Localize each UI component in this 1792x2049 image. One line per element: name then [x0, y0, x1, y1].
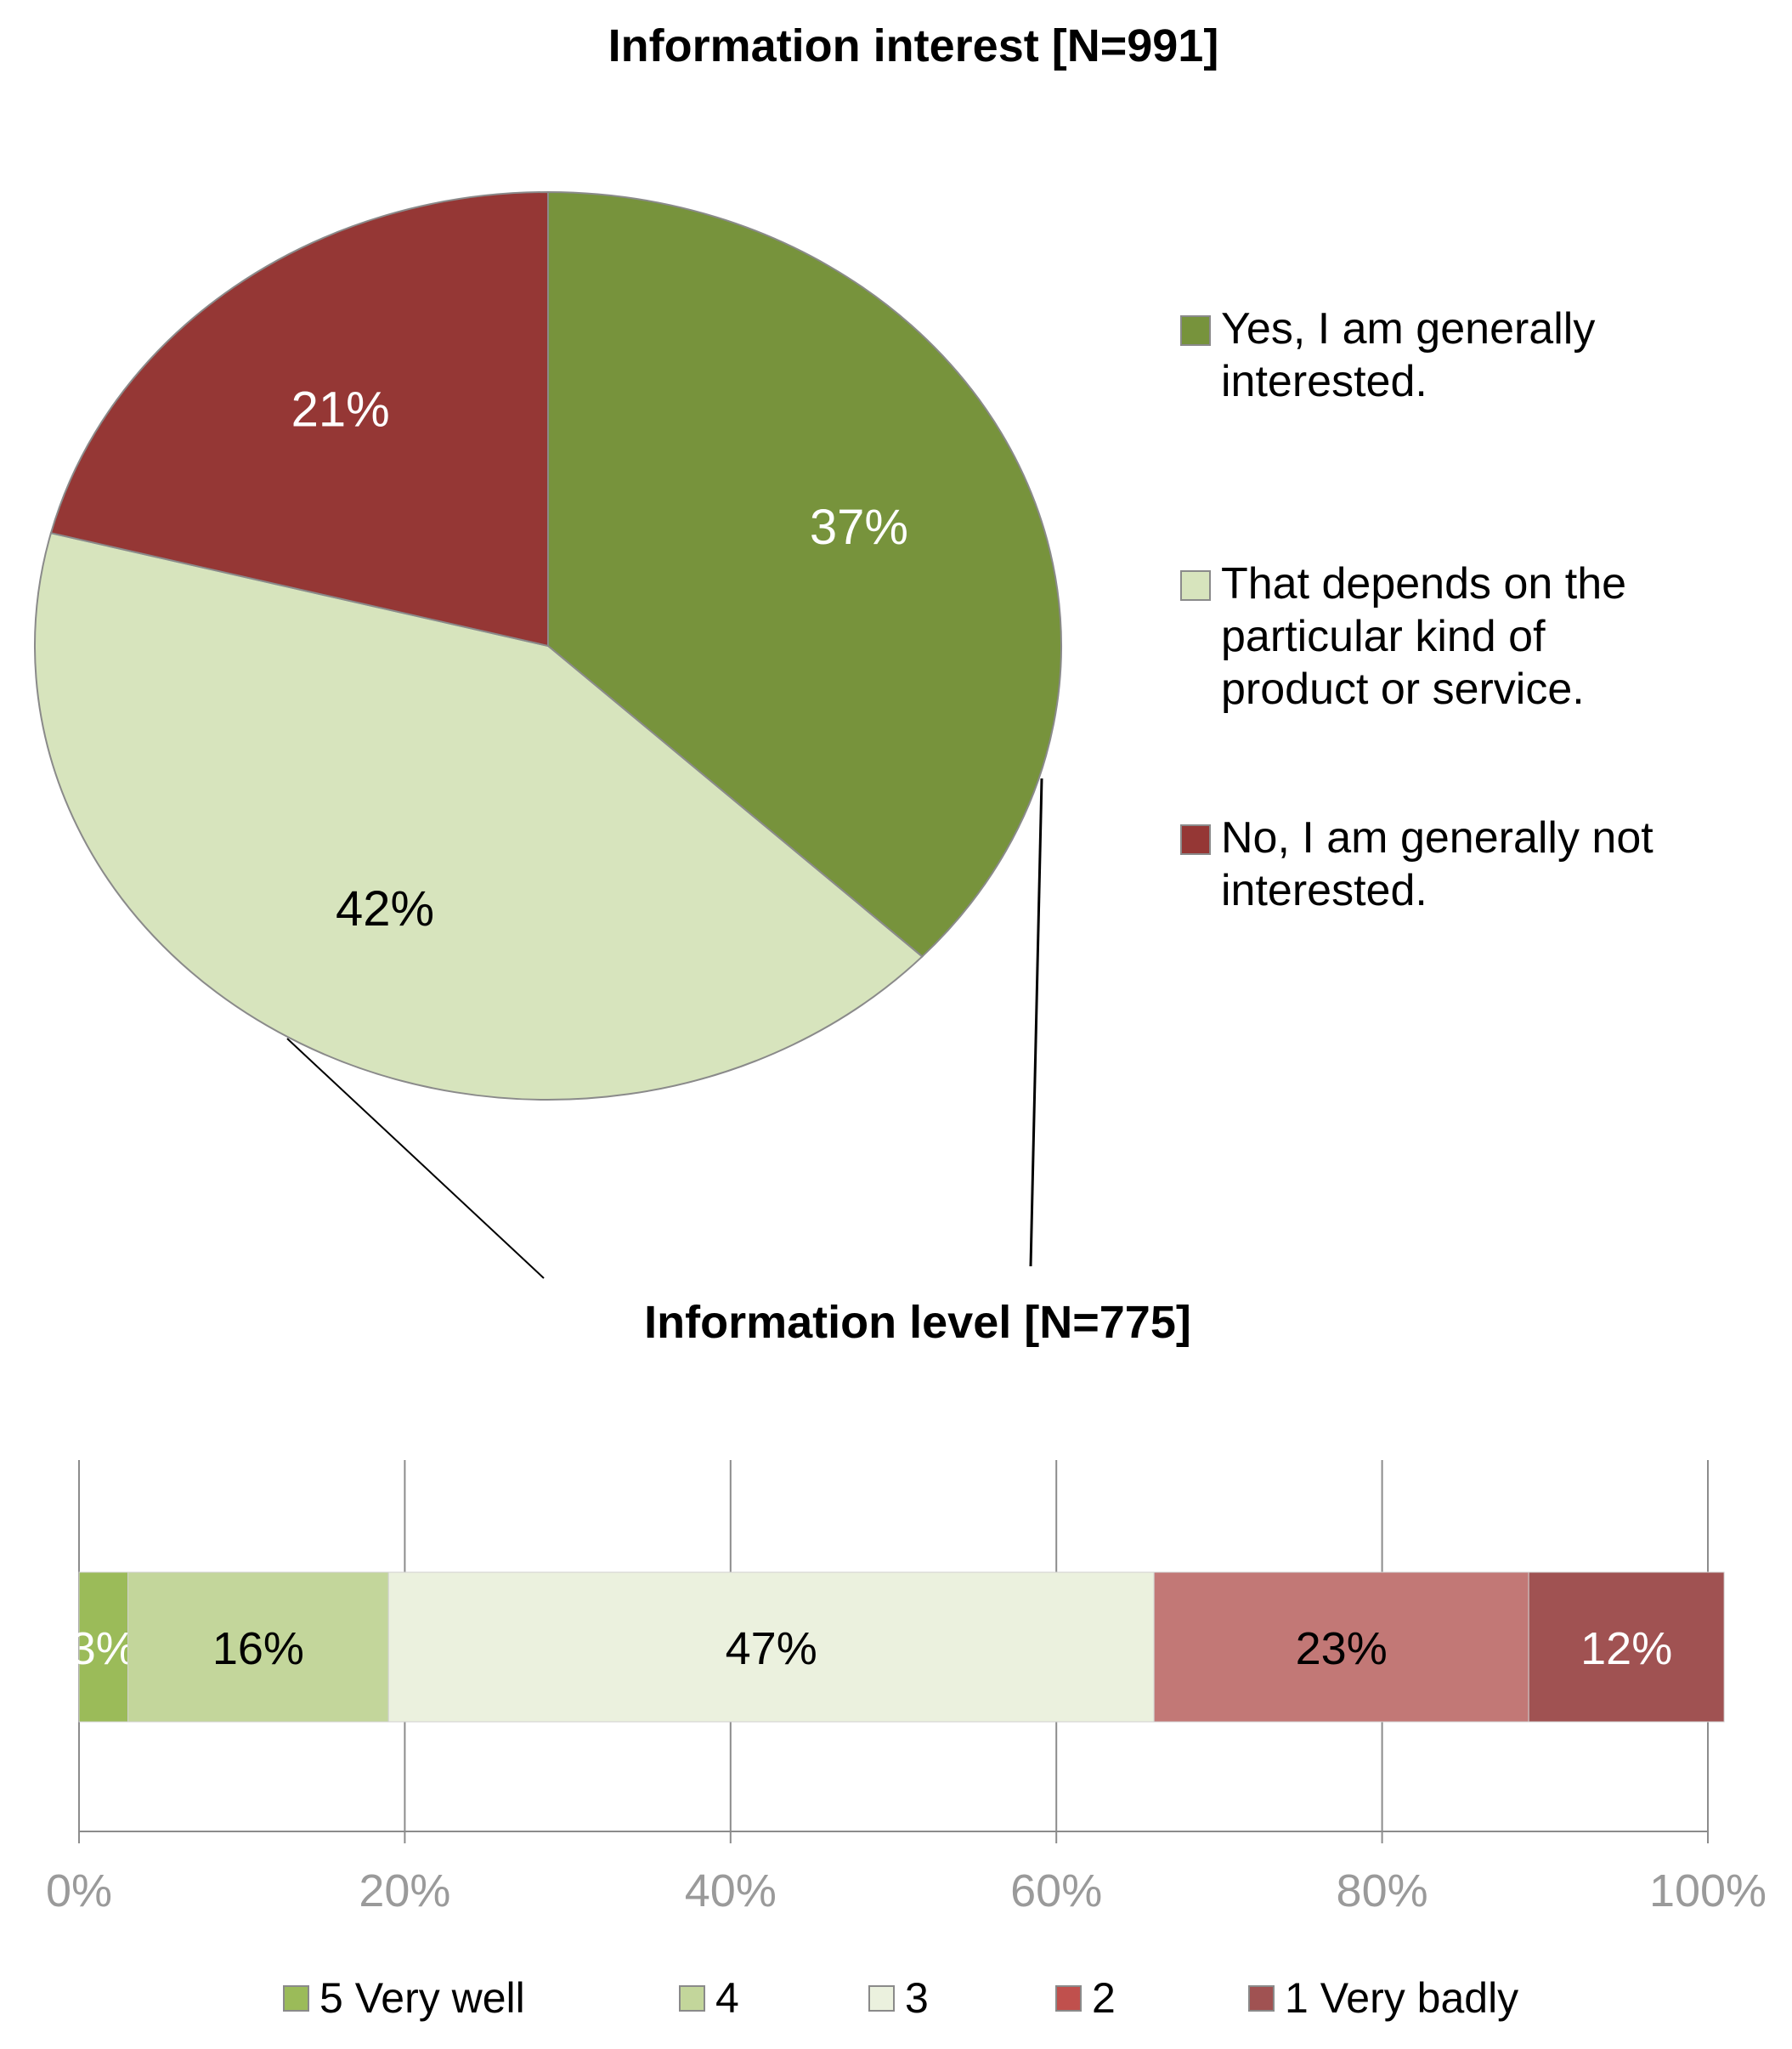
- bar-legend-label-5-very-well: 5 Very well: [319, 1974, 525, 2022]
- pie-slice-label-2: 42%: [336, 881, 434, 937]
- zoom-connector-lines: [286, 778, 1043, 1279]
- pie-legend-line: particular kind of: [1221, 612, 1546, 661]
- bar-segment-label-3: 47%: [726, 1623, 817, 1674]
- pie-slice-label-3: 21%: [291, 382, 390, 438]
- pie-legend-line: Yes, I am generally: [1221, 304, 1595, 354]
- bar-x-tick-label-2: 20%: [359, 1865, 450, 1916]
- bar-segment-label-2: 23%: [1296, 1623, 1388, 1674]
- bar-x-tick-label-5: 80%: [1337, 1865, 1428, 1916]
- pie-legend-line: That depends on the: [1221, 559, 1626, 608]
- bar-legend-label-4: 4: [715, 1974, 739, 2022]
- stacked-bar-chart: 0% 20% 40% 60% 80% 100% 3% 16% 47% 23% 12%: [46, 1460, 1767, 1916]
- bar-legend-swatch-4: [679, 1985, 705, 2012]
- pie-legend-line: No, I am generally not: [1221, 813, 1654, 863]
- bar-legend-swatch-1-very-badly: [1248, 1985, 1275, 2012]
- bar-segment-4: [127, 1571, 389, 1723]
- pie-legend-swatch-3: [1180, 824, 1211, 855]
- bar-chart-title: Information level [N=775]: [644, 1297, 1191, 1348]
- bar-segment-label-4: 16%: [212, 1623, 304, 1674]
- pie-legend-line: interested.: [1221, 866, 1427, 915]
- bar-segment-5-very-well: [78, 1571, 128, 1723]
- bar-chart-legend: 5 Very well 4 3 2 1 Very badly: [283, 1974, 1518, 2022]
- pie-legend-line: interested.: [1221, 357, 1427, 406]
- pie-slice-2: [34, 532, 924, 1101]
- bar-legend-swatch-3: [868, 1985, 895, 2012]
- bar-legend-label-2: 2: [1092, 1974, 1116, 2022]
- pie-legend-label-2: That depends on the particular kind of pro…: [1221, 559, 1626, 714]
- pie-slice-3: [49, 190, 549, 648]
- pie-legend-swatch-1: [1180, 315, 1211, 346]
- pie-legend-line: product or service.: [1221, 665, 1585, 714]
- pie-chart-legend: Yes, I am generally interested.That depen…: [1180, 304, 1654, 915]
- bar-legend-label-1-very-badly: 1 Very badly: [1285, 1974, 1518, 2022]
- bar-legend-label-3: 3: [905, 1974, 929, 2022]
- bar-legend-swatch-5-very-well: [283, 1985, 309, 2012]
- bar-x-tick-label-3: 40%: [685, 1865, 777, 1916]
- pie-chart: 37% 42% 21%: [34, 190, 1062, 1101]
- bar-x-tick-label-6: 100%: [1649, 1865, 1767, 1916]
- bar-segment-label-5-very-well: 3%: [71, 1623, 137, 1674]
- pie-chart-title: Information interest [N=991]: [608, 20, 1219, 71]
- pie-slice-label-1: 37%: [810, 500, 908, 555]
- pie-legend-label-1: Yes, I am generally interested.: [1221, 304, 1595, 406]
- pie-slice-1: [547, 190, 1062, 958]
- connector-line-right: [1029, 778, 1043, 1267]
- bar-x-tick-label-4: 60%: [1010, 1865, 1102, 1916]
- bar-segment-3: [387, 1571, 1155, 1723]
- bar-segment-1-very-badly: [1528, 1571, 1725, 1723]
- bar-segment-label-1-very-badly: 12%: [1580, 1623, 1672, 1674]
- pie-legend-swatch-2: [1180, 570, 1211, 601]
- pie-legend-label-3: No, I am generally not interested.: [1221, 813, 1654, 915]
- bar-x-tick-label-1: 0%: [46, 1865, 112, 1916]
- connector-line-left: [286, 1038, 545, 1279]
- bar-segment-2: [1153, 1571, 1529, 1723]
- bar-legend-swatch-2: [1055, 1985, 1082, 2012]
